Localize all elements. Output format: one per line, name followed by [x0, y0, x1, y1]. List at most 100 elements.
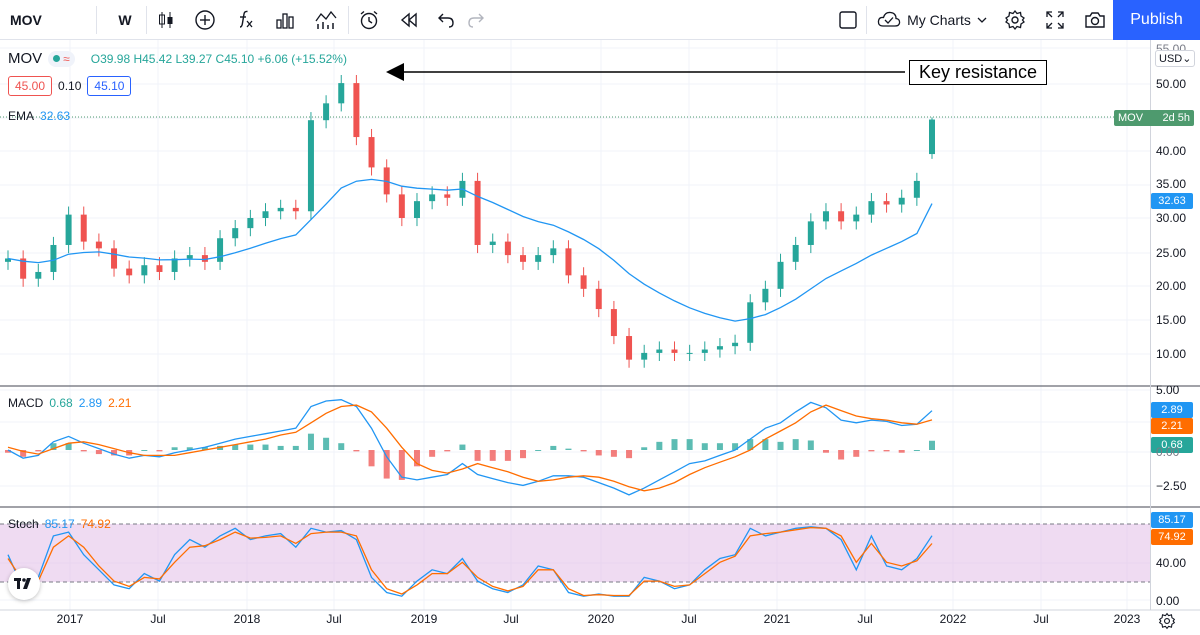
camera-icon[interactable]: [1080, 0, 1110, 40]
candle-body: [489, 241, 496, 245]
stoch-d-line: [7, 526, 933, 597]
time-tick: 2018: [233, 612, 261, 626]
macd-histogram-bar: [671, 439, 678, 450]
market-status-badge[interactable]: ≈: [48, 50, 75, 67]
macd-histogram-bar: [20, 450, 27, 457]
candle-body: [338, 83, 345, 104]
macd-histogram-bar: [701, 443, 708, 450]
candle-body: [186, 255, 193, 259]
macd-histogram-bar: [610, 450, 617, 457]
macd-histogram-bar: [201, 447, 208, 450]
macd-histogram-bar: [520, 450, 527, 459]
time-tick: Jul: [150, 612, 166, 626]
macd-histogram-bar: [686, 439, 693, 450]
ema-legend: EMA 32.63: [8, 109, 70, 123]
candle-body: [323, 103, 330, 121]
candle-body: [247, 218, 254, 229]
candle-body: [20, 258, 27, 279]
macd-histogram-bar: [792, 439, 799, 450]
macd-hist-value: 0.68: [49, 396, 73, 410]
axis-settings-gear-icon[interactable]: [1158, 612, 1178, 632]
candle-body: [292, 207, 299, 212]
macd-histogram-bar: [35, 450, 42, 452]
candle-body: [853, 214, 860, 222]
sell-price-button[interactable]: 45.00: [8, 76, 53, 96]
candle-body: [656, 349, 663, 353]
macd-histogram-bar: [853, 450, 860, 457]
macd-histogram-bar: [232, 444, 239, 450]
stoch-band: [0, 524, 1150, 582]
undo-icon[interactable]: [432, 0, 460, 40]
price-tick: 40.00: [1156, 144, 1187, 158]
candle-body: [353, 83, 360, 138]
interval-button[interactable]: W: [118, 12, 132, 28]
candle-body: [535, 255, 542, 262]
annotation-arrowhead: [386, 63, 404, 81]
tradingview-logo-icon[interactable]: [8, 568, 40, 600]
time-tick: 2017: [56, 612, 84, 626]
candle-body: [171, 258, 178, 272]
ema-label: EMA: [8, 109, 35, 123]
macd-histogram-bar: [429, 450, 436, 457]
chart-templates-icon[interactable]: [310, 0, 342, 40]
my-charts-button[interactable]: My Charts: [870, 0, 994, 40]
buy-price-button[interactable]: 45.10: [87, 76, 132, 96]
toolbar-divider: [146, 6, 147, 34]
candle-body: [277, 207, 284, 212]
macd-histogram-bar: [247, 444, 254, 450]
candle-body: [762, 288, 769, 303]
macd-histogram-bar: [550, 445, 557, 450]
chart-canvas[interactable]: [0, 40, 1200, 635]
alarm-clock-icon[interactable]: [354, 0, 384, 40]
candle-body: [777, 261, 784, 289]
candle-body: [686, 352, 693, 354]
time-tick: Jul: [1033, 612, 1049, 626]
candle-body: [747, 302, 754, 343]
redo-icon[interactable]: [462, 0, 490, 40]
bar-chart-icon[interactable]: [270, 0, 300, 40]
symbol-search[interactable]: MOV: [10, 12, 42, 28]
macd-tick: 5.00: [1156, 383, 1180, 397]
stoch-label: Stoch: [8, 517, 39, 531]
ema-line: [7, 178, 933, 322]
macd-histogram-bar: [716, 443, 723, 450]
macd-histogram-bar: [156, 450, 163, 452]
replay-icon[interactable]: [394, 0, 424, 40]
macd-line: [7, 399, 933, 496]
indicators-fx-icon[interactable]: [230, 0, 260, 40]
top-toolbar: MOV W My Charts Publi: [0, 0, 1200, 40]
currency-dropdown[interactable]: USD⌄: [1155, 50, 1196, 67]
macd-histogram-bar: [292, 445, 299, 450]
price-tick: 30.00: [1156, 211, 1187, 225]
macd-histogram-bar: [565, 448, 572, 450]
macd-histogram-bar: [535, 450, 542, 451]
macd-histogram: [5, 433, 935, 480]
macd-legend: MACD 0.68 2.89 2.21: [8, 396, 131, 410]
macd-histogram-bar: [353, 450, 360, 452]
legend-symbol: MOV: [8, 50, 43, 67]
key-resistance-label[interactable]: Key resistance: [909, 60, 1047, 85]
macd-histogram-bar: [111, 450, 118, 456]
plus-circle-icon[interactable]: [190, 0, 220, 40]
candles-icon[interactable]: [152, 0, 180, 40]
macd-histogram-bar: [762, 439, 769, 450]
macd-histogram-bar: [171, 447, 178, 450]
macd-histogram-bar: [929, 440, 935, 450]
macd-histogram-bar: [777, 441, 784, 450]
cloud-check-icon: [877, 11, 901, 27]
macd-signal-value: 2.21: [108, 396, 132, 410]
macd-histogram-bar: [398, 450, 405, 480]
candle-body: [520, 255, 527, 262]
macd-histogram-bar: [747, 439, 754, 450]
publish-button[interactable]: Publish: [1113, 0, 1200, 40]
bid-ask-legend: 45.00 0.10 45.10: [8, 76, 132, 96]
macd-label: MACD: [8, 396, 44, 410]
square-layout-icon[interactable]: [834, 0, 862, 40]
candle-body: [898, 197, 905, 205]
macd-histogram-bar: [65, 443, 72, 450]
stoch-d-value: 74.92: [80, 517, 111, 531]
macd-histogram-bar: [641, 447, 648, 450]
price-tick: 20.00: [1156, 279, 1187, 293]
settings-gear-icon[interactable]: [1000, 0, 1030, 40]
fullscreen-icon[interactable]: [1040, 0, 1070, 40]
